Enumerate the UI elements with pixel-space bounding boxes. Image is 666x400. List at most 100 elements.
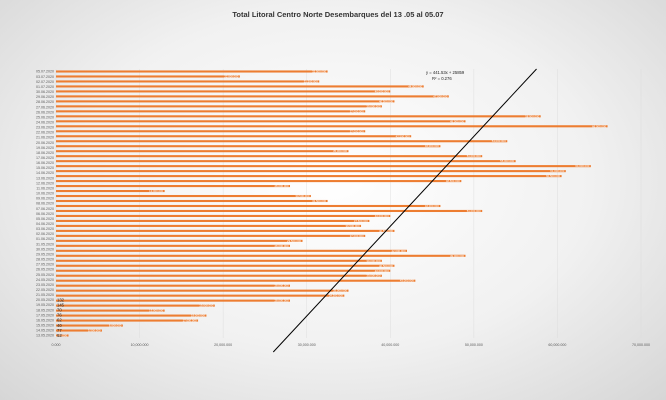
bar	[56, 175, 562, 178]
y-tick-label: 02.07.2020	[36, 80, 54, 84]
bar	[56, 329, 102, 332]
bar-value-label: 64,000.000	[575, 164, 589, 168]
bar	[56, 70, 328, 73]
bar-value-label: 55,000.000	[500, 159, 514, 163]
y-tick-label: 30.05.2020	[36, 247, 54, 251]
y-tick-label: 04.06.2020	[36, 222, 54, 226]
bar	[56, 115, 541, 118]
y-tick-label: 17.05.2020	[36, 313, 54, 317]
y-tick-label: 29.05.2020	[36, 252, 54, 256]
bar	[56, 254, 466, 257]
bar-value-label: 35,000.000	[333, 149, 347, 153]
bar	[56, 324, 123, 327]
y-tick-label: 13.05.2020	[36, 334, 54, 338]
bar	[56, 155, 483, 158]
small-value-label: 76	[57, 313, 62, 318]
bar	[56, 289, 349, 292]
bar-value-label: 5,500.000	[88, 329, 101, 333]
small-value-label: 52	[57, 333, 62, 338]
bar	[56, 160, 516, 163]
y-tick-label: 13.06.2020	[36, 176, 54, 180]
y-tick-label: 02.06.2020	[36, 232, 54, 236]
bar	[56, 165, 591, 168]
y-tick-label: 18.05.2020	[36, 308, 54, 312]
y-tick-label: 24.05.2020	[36, 278, 54, 282]
bar	[56, 209, 483, 213]
bar-value-label: 37,000.000	[350, 109, 364, 113]
bar	[56, 130, 366, 133]
y-tick-label: 27.06.2020	[36, 105, 54, 109]
y-tick-label: 24.06.2020	[36, 120, 54, 124]
bar	[56, 309, 165, 312]
bar	[56, 105, 382, 108]
bar	[56, 214, 391, 217]
trendline	[272, 68, 537, 353]
bar-value-label: 51,000.000	[467, 154, 481, 158]
bar-value-label: 34,500.000	[329, 294, 343, 298]
bar-value-label: 39,000.000	[366, 259, 380, 263]
y-tick-label: 10.06.2020	[36, 192, 54, 196]
bar	[56, 145, 441, 148]
bar	[56, 274, 382, 277]
bar	[56, 249, 407, 252]
y-tick-label: 18.06.2020	[36, 151, 54, 155]
y-tick-label: 16.06.2020	[36, 161, 54, 165]
bar	[56, 90, 391, 93]
chart-title: Total Litoral Centro Norte Desembarques …	[232, 10, 443, 19]
bar-value-label: 40,000.000	[375, 214, 389, 218]
bar-value-label: 40,500.000	[379, 99, 393, 103]
bar-value-label: 28,000.000	[275, 244, 289, 248]
bar	[56, 110, 366, 113]
x-tick-label: 50,000.000	[465, 343, 483, 347]
bar	[56, 239, 303, 242]
bar-value-label: 51,000.000	[467, 209, 481, 213]
bar-value-label: 32,500.000	[312, 69, 326, 73]
y-tick-label: 05.06.2020	[36, 217, 54, 221]
bar	[56, 120, 466, 123]
y-tick-label: 30.06.2020	[36, 90, 54, 94]
bar	[56, 279, 416, 282]
bar	[56, 185, 290, 188]
gridlines	[55, 69, 642, 338]
bar-value-label: 44,000.000	[408, 84, 422, 88]
y-tick-label: 17.06.2020	[36, 156, 54, 160]
y-tick-label: 03.06.2020	[36, 227, 54, 231]
bar-value-label: 58,000.000	[525, 114, 539, 118]
bar-value-label: 1,500.000	[55, 334, 68, 338]
small-value-label: 70	[57, 308, 62, 313]
y-tick-label: 16.05.2020	[36, 318, 54, 322]
bar-value-label: 40,000.000	[375, 89, 389, 93]
bar-value-label: 40,500.000	[379, 264, 393, 268]
y-tick-label: 12.06.2020	[36, 181, 54, 185]
bar-value-label: 36,500.000	[346, 224, 360, 228]
bar	[56, 140, 508, 143]
y-axis: 05.07.202003.07.202002.07.202001.07.2020…	[36, 70, 54, 338]
bar-value-label: 19,000.000	[199, 304, 213, 308]
y-tick-label: 14.06.2020	[36, 171, 54, 175]
y-tick-label: 22.06.2020	[36, 131, 54, 135]
y-tick-label: 14.05.2020	[36, 329, 54, 333]
bar	[56, 259, 382, 262]
bar	[56, 75, 240, 78]
y-tick-label: 23.05.2020	[36, 283, 54, 287]
bar-value-label: 37,000.000	[350, 129, 364, 133]
data-labels: 32,500.000 22,000.000 31,500.000 44,000.000…	[55, 69, 607, 337]
x-tick-label: 20,000.000	[214, 343, 232, 347]
y-tick-label: 23.06.2020	[36, 126, 54, 130]
small-value-label: 40	[57, 323, 62, 328]
bar-value-label: 28,000.000	[275, 184, 289, 188]
bar	[56, 234, 366, 237]
x-tick-label: 60,000.000	[548, 343, 566, 347]
bar	[56, 314, 207, 317]
bar-value-label: 35,000.000	[333, 289, 347, 293]
small-value-label: 62	[57, 318, 62, 323]
y-tick-label: 11.06.2020	[36, 186, 54, 190]
bar-value-label: 47,000.000	[433, 94, 447, 98]
bar-value-label: 37,500.000	[354, 219, 368, 223]
small-value-label: 132	[57, 297, 65, 302]
bar	[56, 80, 320, 83]
bar-value-label: 39,000.000	[366, 274, 380, 278]
x-tick-label: 30,000.000	[298, 343, 316, 347]
bar-value-label: 43,000.000	[400, 279, 414, 283]
y-tick-label: 26.06.2020	[36, 110, 54, 114]
